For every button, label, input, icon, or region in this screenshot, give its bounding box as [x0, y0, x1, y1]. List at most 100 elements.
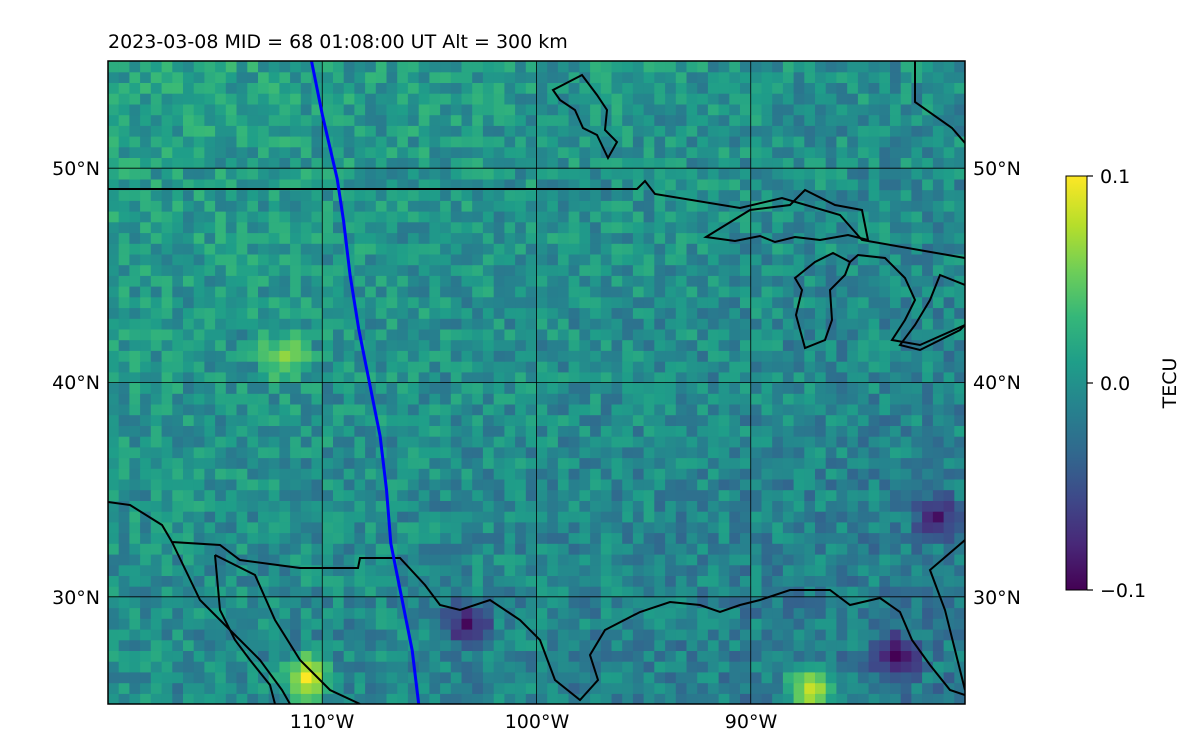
tec-cell — [611, 275, 623, 287]
tec-cell — [697, 93, 709, 105]
tec-cell — [150, 296, 163, 309]
tec-cell — [675, 189, 688, 201]
tec-cell — [686, 393, 698, 405]
tec-cell — [654, 629, 666, 641]
tec-cell — [129, 157, 141, 169]
tec-cell — [215, 307, 227, 319]
tec-cell — [258, 264, 270, 276]
tec-cell — [407, 629, 420, 641]
tec-cell — [172, 371, 184, 384]
tec-cell — [525, 339, 538, 351]
tec-cell — [482, 125, 495, 137]
tec-cell — [268, 125, 280, 137]
tec-cell — [943, 596, 955, 609]
tec-cell — [429, 232, 441, 244]
tec-cell — [225, 618, 238, 630]
tec-cell — [890, 607, 902, 619]
tec-cell — [954, 286, 965, 298]
tec-cell — [740, 93, 752, 105]
tec-cell — [868, 211, 880, 223]
tec-cell — [150, 318, 163, 330]
tec-cell — [193, 393, 205, 405]
tec-cell — [450, 243, 463, 255]
tec-cell — [750, 243, 763, 255]
tec-cell — [365, 125, 377, 137]
tec-cell — [247, 61, 259, 73]
tec-cell — [804, 328, 816, 341]
tec-cell — [675, 436, 688, 448]
tec-cell — [440, 61, 452, 73]
tec-cell — [407, 425, 420, 437]
tec-cell — [247, 650, 259, 662]
tec-cell — [890, 178, 902, 191]
tec-cell — [333, 114, 345, 126]
tec-cell — [611, 168, 623, 180]
tec-cell — [118, 157, 130, 169]
tec-cell — [333, 328, 345, 341]
tec-cell — [825, 661, 837, 673]
tec-cell — [815, 575, 827, 587]
tec-cell — [761, 61, 773, 73]
tec-cell — [643, 478, 655, 491]
tec-cell — [568, 178, 580, 191]
tec-cell — [557, 232, 570, 244]
tec-cell — [215, 403, 227, 416]
tec-cell — [161, 114, 173, 126]
tec-cell — [632, 543, 645, 555]
tec-cell — [857, 478, 870, 491]
tec-cell — [836, 71, 848, 83]
tec-cell — [247, 318, 259, 330]
tec-cell — [654, 275, 666, 287]
tec-cell — [911, 629, 923, 641]
tec-cell — [643, 468, 655, 480]
tec-cell — [815, 286, 827, 298]
tec-cell — [108, 296, 120, 309]
tec-cell — [740, 103, 752, 116]
tec-cell — [290, 468, 302, 480]
tec-cell — [879, 607, 891, 619]
tec-cell — [354, 264, 366, 276]
tec-cell — [857, 307, 870, 319]
tec-cell — [343, 403, 355, 416]
tec-cell — [290, 521, 302, 534]
tec-cell — [525, 350, 538, 362]
tec-cell — [129, 693, 141, 704]
tec-cell — [782, 468, 795, 480]
tec-cell — [268, 682, 280, 694]
tec-cell — [300, 114, 313, 126]
lon-label-90w: 90°W — [725, 711, 778, 733]
tec-cell — [782, 286, 795, 298]
tec-cell — [643, 650, 655, 662]
tec-cell — [943, 403, 955, 416]
tec-cell — [750, 671, 763, 684]
tec-cell — [118, 307, 130, 319]
tec-cell — [279, 596, 291, 609]
tec-cell — [236, 221, 248, 234]
tec-cell — [611, 682, 623, 694]
tec-cell — [461, 382, 473, 394]
tec-cell — [311, 468, 323, 480]
tec-cell — [707, 575, 720, 587]
tec-cell — [697, 200, 709, 212]
tec-cell — [204, 350, 216, 362]
tec-cell — [954, 403, 965, 416]
tec-cell — [193, 296, 205, 309]
tec-cell — [172, 607, 184, 619]
tec-cell — [354, 532, 366, 544]
tec-cell — [225, 61, 238, 73]
tec-cell — [557, 125, 570, 137]
tec-cell — [407, 103, 420, 116]
tec-cell — [311, 221, 323, 234]
tec-cell — [290, 500, 302, 512]
tec-cell — [632, 521, 645, 534]
tec-cell — [504, 328, 516, 341]
tec-cell — [697, 639, 709, 651]
tec-cell — [300, 339, 313, 351]
tec-cell — [836, 639, 848, 651]
tec-cell — [568, 211, 580, 223]
tec-cell — [247, 618, 259, 630]
tec-cell — [525, 211, 538, 223]
tec-cell — [911, 318, 923, 330]
tec-cell — [579, 328, 591, 341]
tec-cell — [472, 575, 484, 587]
